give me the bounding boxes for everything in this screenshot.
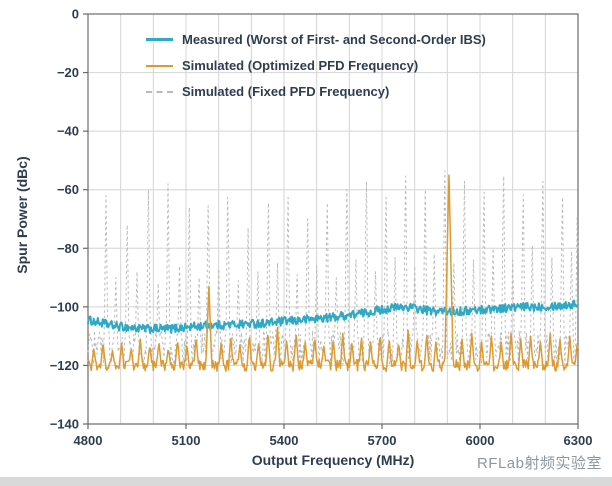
y-tick-label: −60	[57, 182, 79, 197]
legend-item-measured: Measured (Worst of First- and Second-Ord…	[146, 29, 486, 50]
legend-label-measured: Measured (Worst of First- and Second-Ord…	[182, 32, 486, 47]
y-tick-label: −20	[57, 65, 79, 80]
legend-line-simulated-optimized-icon	[146, 64, 173, 67]
y-tick-label: −120	[50, 358, 79, 373]
legend-item-simulated-fixed: Simulated (Fixed PFD Frequency)	[146, 81, 486, 102]
plot-border	[87, 13, 579, 425]
x-tick-label: 6000	[466, 433, 495, 448]
legend-label-simulated-fixed: Simulated (Fixed PFD Frequency)	[182, 84, 390, 99]
y-tick-label: −40	[57, 124, 79, 139]
legend-line-measured-icon	[146, 38, 173, 41]
y-tick-label: 0	[72, 7, 79, 22]
x-tick-label: 6300	[564, 433, 593, 448]
x-tick-label: 5700	[368, 433, 397, 448]
legend-label-simulated-optimized: Simulated (Optimized PFD Frequency)	[182, 58, 419, 73]
y-tick-label: −80	[57, 241, 79, 256]
legend: Measured (Worst of First- and Second-Ord…	[146, 29, 486, 107]
series-simulated-fixed-line	[87, 170, 579, 366]
footer-bar	[0, 477, 612, 486]
series-simulated-optimized-line	[87, 174, 579, 373]
x-tick-label: 5400	[270, 433, 299, 448]
y-tick-label: −140	[50, 417, 79, 432]
x-tick-label: 4800	[74, 433, 103, 448]
y-tick-label: −100	[50, 299, 79, 314]
y-axis-title: Spur Power (dBc)	[14, 156, 30, 274]
legend-item-simulated-optimized: Simulated (Optimized PFD Frequency)	[146, 55, 486, 76]
legend-line-simulated-fixed-icon	[146, 90, 173, 93]
series-measured-line	[87, 299, 579, 334]
x-tick-label: 5100	[172, 433, 201, 448]
watermark: RFLab射频实验室	[476, 455, 602, 472]
x-axis-title: Output Frequency (MHz)	[251, 452, 415, 468]
